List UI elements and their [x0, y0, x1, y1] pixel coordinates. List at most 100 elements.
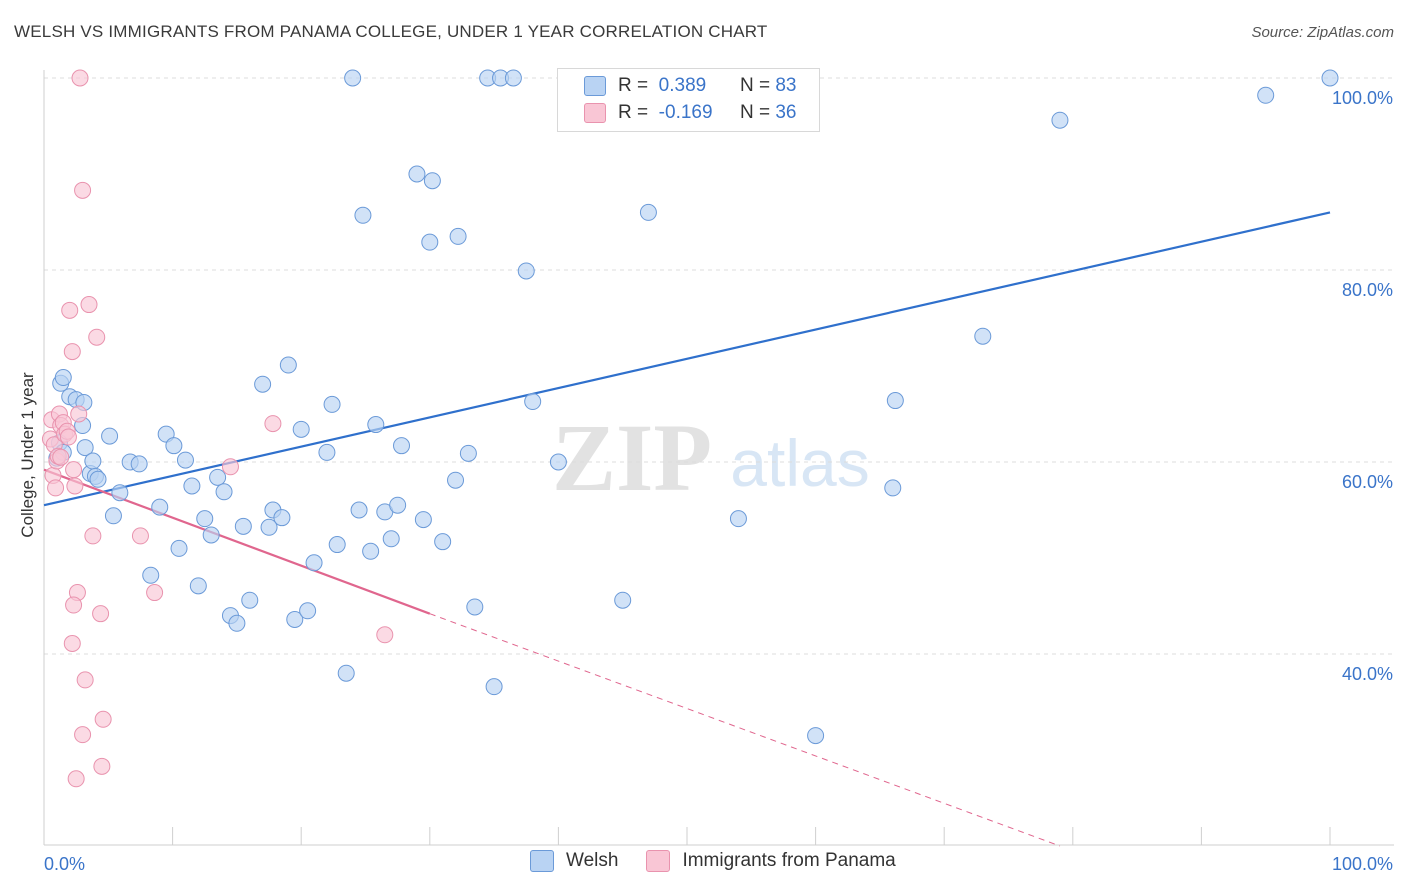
- welsh-point: [974, 327, 992, 345]
- welsh-trendline: [43, 211, 1331, 507]
- welsh-point: [286, 610, 304, 628]
- welsh-point: [614, 591, 632, 609]
- welsh-point: [1051, 111, 1069, 129]
- welsh-point: [362, 542, 380, 560]
- panama-point: [92, 605, 110, 623]
- welsh-point: [389, 496, 407, 514]
- welsh-point: [165, 437, 183, 455]
- welsh-point: [142, 566, 160, 584]
- panama-point: [71, 69, 89, 87]
- panama-legend-label: Immigrants from Panama: [682, 850, 896, 871]
- welsh-point: [254, 375, 272, 393]
- welsh-point: [421, 233, 439, 251]
- panama-point: [66, 477, 84, 495]
- welsh-point: [367, 416, 385, 434]
- panama-point: [76, 671, 94, 689]
- panama-point: [94, 710, 112, 728]
- welsh-point: [76, 439, 94, 457]
- welsh-point: [189, 577, 207, 595]
- welsh-point: [524, 393, 542, 411]
- panama-swatch: [646, 850, 671, 872]
- y-tick-label: 100.0%: [1332, 88, 1393, 108]
- welsh-point: [639, 203, 657, 221]
- welsh-point: [111, 484, 129, 502]
- welsh-point: [305, 554, 323, 572]
- panama-point: [84, 527, 102, 545]
- welsh-point: [151, 498, 169, 516]
- legend-swatch-welsh: [584, 76, 606, 96]
- welsh-point: [54, 369, 72, 387]
- welsh-point: [209, 468, 227, 486]
- welsh-point: [382, 530, 400, 548]
- n-label: N =: [739, 75, 771, 96]
- welsh-legend-label: Welsh: [566, 850, 619, 871]
- welsh-point: [130, 455, 148, 473]
- panama-r-value: -0.169: [658, 102, 713, 123]
- welsh-point: [299, 602, 317, 620]
- welsh-point: [504, 69, 522, 87]
- panama-point: [93, 757, 111, 775]
- panama-point: [376, 626, 394, 644]
- series-legend-welsh: Welsh: [530, 850, 618, 872]
- welsh-point: [884, 479, 902, 497]
- trendlines: [43, 211, 1331, 847]
- legend-text-welsh: R = 0.389 N = 83: [618, 75, 796, 97]
- welsh-point: [260, 518, 278, 536]
- panama-n-value: 36: [775, 102, 797, 123]
- panama-point: [65, 461, 83, 479]
- welsh-point: [101, 427, 119, 445]
- welsh-point: [414, 511, 432, 529]
- y-tick-label: 60.0%: [1342, 472, 1393, 492]
- series-legend: Welsh Immigrants from Panama: [530, 850, 924, 872]
- welsh-swatch: [530, 850, 554, 872]
- chart-title: WELSH VS IMMIGRANTS FROM PANAMA COLLEGE,…: [14, 22, 768, 41]
- welsh-point: [447, 471, 465, 489]
- welsh-point: [354, 206, 372, 224]
- welsh-point: [176, 451, 194, 469]
- welsh-point: [292, 420, 310, 438]
- welsh-point: [241, 591, 259, 609]
- panama-point: [74, 726, 92, 744]
- welsh-point: [517, 262, 535, 280]
- x-tick-label: 0.0%: [44, 854, 85, 874]
- welsh-point: [459, 444, 477, 462]
- welsh-point: [423, 172, 441, 190]
- panama-point: [74, 181, 92, 199]
- welsh-point: [408, 165, 426, 183]
- panama-point: [80, 296, 98, 314]
- welsh-point: [202, 526, 220, 544]
- x-tick-label: 100.0%: [1332, 854, 1393, 874]
- y-tick-label: 40.0%: [1342, 664, 1393, 684]
- panama-trendline-extension: [429, 613, 1061, 847]
- panama-point: [67, 770, 85, 788]
- tick-labels: 40.0% 60.0% 80.0% 100.0% 0.0% 100.0%: [44, 88, 1393, 874]
- panama-point: [264, 415, 282, 433]
- welsh-point: [393, 437, 411, 455]
- welsh-point: [84, 452, 102, 470]
- welsh-point: [279, 356, 297, 374]
- welsh-n-value: 83: [775, 75, 797, 96]
- panama-point: [146, 584, 164, 602]
- panama-point: [52, 448, 70, 466]
- r-label: R =: [618, 102, 649, 123]
- welsh-point: [273, 509, 291, 527]
- welsh-point: [323, 395, 341, 413]
- welsh-point: [1321, 69, 1339, 87]
- welsh-point: [807, 727, 825, 745]
- welsh-point: [183, 477, 201, 495]
- welsh-point: [434, 533, 452, 551]
- welsh-point: [485, 678, 503, 696]
- panama-trendline: [43, 468, 431, 615]
- panama-point: [61, 301, 79, 319]
- r-label: R =: [618, 75, 649, 96]
- axes: [43, 70, 1394, 846]
- welsh-point: [89, 470, 107, 488]
- panama-point: [65, 596, 83, 614]
- welsh-point: [228, 614, 246, 632]
- source-credit: Source: ZipAtlas.com: [1251, 24, 1394, 41]
- panama-point: [59, 428, 77, 446]
- welsh-point: [449, 227, 467, 245]
- panama-point: [221, 458, 239, 476]
- welsh-point: [886, 392, 904, 410]
